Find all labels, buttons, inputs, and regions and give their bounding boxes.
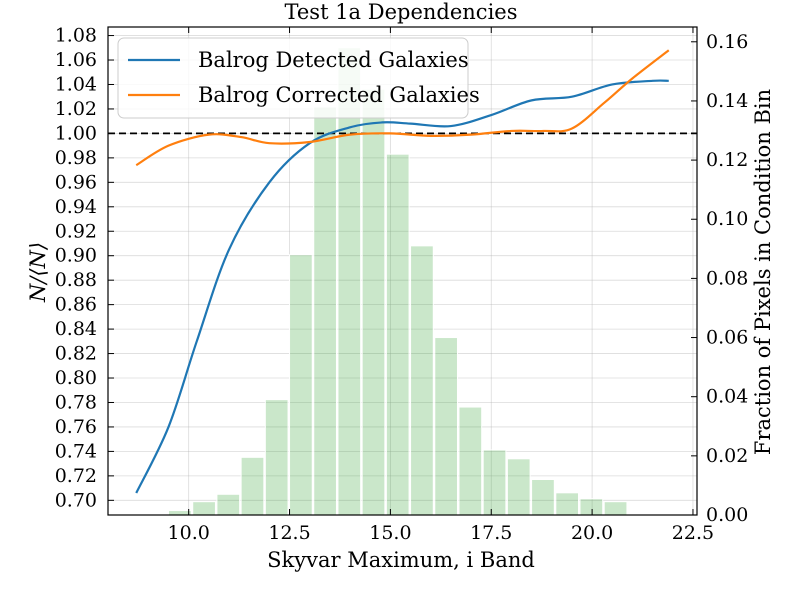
x-axis-label: Skyvar Maximum, i Band — [267, 548, 535, 572]
y-tick-label: 0.96 — [55, 171, 97, 193]
tick-layer: 10.0 12.5 15.0 17.5 20.0 22.5 0.700.72 0.740.76… — [55, 25, 749, 544]
y-tick-label: 0.72 — [55, 465, 97, 487]
legend-label-detected: Balrog Detected Galaxies — [198, 48, 469, 72]
y2-tick-label: 0.16 — [706, 31, 748, 53]
histogram-bar — [240, 456, 265, 515]
y-tick-label: 1.06 — [55, 49, 97, 71]
histogram-bar — [168, 510, 192, 515]
x-tick-label: 22.5 — [672, 522, 714, 544]
histogram-bar — [434, 337, 458, 515]
histogram-bar — [555, 492, 580, 515]
y-tick-label: 0.88 — [55, 269, 97, 291]
y-tick-label: 1.00 — [55, 122, 97, 144]
y2-tick-label: 0.12 — [706, 149, 748, 171]
y2-tick-label: 0.10 — [706, 208, 748, 230]
series-line-detected — [135, 79, 669, 494]
y-tick-label: 0.94 — [55, 196, 97, 218]
y2-tick-label: 0.08 — [706, 267, 748, 289]
x-tick-label: 10.0 — [168, 522, 210, 544]
y-tick-label: 0.70 — [55, 489, 97, 511]
y-tick-label: 1.02 — [55, 98, 97, 120]
histogram-layer — [168, 47, 628, 515]
histogram-bar — [458, 406, 483, 515]
y-tick-label: 0.90 — [55, 245, 97, 267]
y2-tick-label: 0.04 — [706, 386, 748, 408]
histogram-bar — [289, 254, 313, 515]
histogram-bar — [192, 501, 216, 515]
y-tick-label: 0.84 — [55, 318, 97, 340]
y-axis-label: N/⟨N⟩ — [26, 242, 50, 303]
histogram-bar — [603, 501, 628, 515]
series-line-corrected — [135, 49, 670, 167]
x-tick-label: 17.5 — [470, 522, 512, 544]
plot-frame — [107, 26, 698, 516]
histogram-bar — [506, 458, 531, 515]
histogram-bar — [385, 153, 410, 515]
legend-label-corrected: Balrog Corrected Galaxies — [198, 83, 480, 107]
histogram-bar — [579, 498, 604, 515]
y-tick-label: 0.98 — [55, 147, 97, 169]
x-tick-label: 15.0 — [369, 522, 411, 544]
chart-title: Test 1a Dependencies — [285, 0, 518, 24]
y2-tick-label: 0.02 — [706, 445, 748, 467]
y-tick-label: 0.86 — [55, 294, 97, 316]
y2-tick-label: 0.14 — [706, 90, 748, 112]
histogram-bar — [216, 493, 241, 515]
y-tick-label: 0.82 — [55, 343, 97, 365]
y-tick-label: 0.76 — [55, 416, 97, 438]
y-tick-label: 0.92 — [55, 220, 97, 242]
y-tick-label: 1.04 — [55, 73, 97, 95]
y2-tick-label: 0.00 — [706, 504, 748, 526]
y2-tick-label: 0.06 — [706, 327, 748, 349]
x-tick-label: 12.5 — [268, 522, 310, 544]
legend-box — [117, 37, 469, 119]
y2-axis-label: Fraction of Pixels in Condition Bin — [751, 89, 775, 455]
y-tick-label: 1.08 — [55, 25, 97, 47]
histogram-bar — [410, 245, 434, 515]
histogram-bar — [264, 399, 289, 515]
y-tick-label: 0.74 — [55, 440, 97, 462]
y-tick-label: 0.80 — [55, 367, 97, 389]
histogram-bar — [531, 479, 555, 515]
series-layer — [135, 49, 670, 494]
legend: Balrog Detected Galaxies Balrog Correcte… — [117, 37, 480, 119]
x-tick-label: 20.0 — [571, 522, 613, 544]
histogram-bar — [313, 106, 337, 515]
histogram-bar — [361, 88, 386, 515]
histogram-bar — [482, 449, 507, 515]
y-tick-label: 0.78 — [55, 391, 97, 413]
